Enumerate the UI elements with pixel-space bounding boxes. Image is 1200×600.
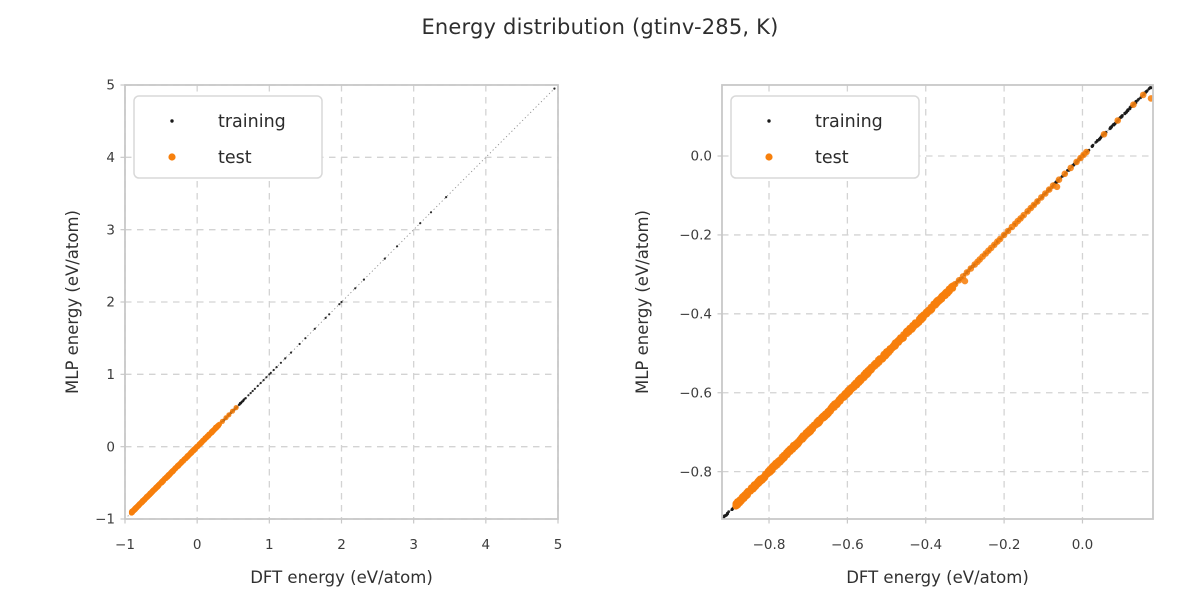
svg-text:4: 4 <box>482 537 491 553</box>
legend-label-training: training <box>815 112 883 132</box>
legend-label-training: training <box>218 112 286 132</box>
y-axis-label: MLP energy (eV/atom) <box>63 210 82 394</box>
svg-text:1: 1 <box>106 367 115 383</box>
svg-text:−1: −1 <box>95 512 115 528</box>
svg-text:2: 2 <box>337 537 346 553</box>
legend: training test <box>730 95 920 179</box>
svg-text:−0.4: −0.4 <box>679 307 712 323</box>
tick-labels: −0.8 −0.6 −0.4 −0.2 0.0 0.0 −0.2 −0.4 −0.6 −0.8 <box>679 149 1093 553</box>
svg-text:3: 3 <box>106 222 115 238</box>
series-test-points <box>732 91 1153 510</box>
svg-text:−0.2: −0.2 <box>679 228 712 244</box>
svg-text:−0.6: −0.6 <box>831 537 864 553</box>
x-axis-label: DFT energy (eV/atom) <box>846 568 1029 587</box>
svg-text:−0.6: −0.6 <box>679 385 712 401</box>
svg-text:5: 5 <box>554 537 563 553</box>
test-marker-dot <box>765 153 773 161</box>
svg-text:3: 3 <box>409 537 418 553</box>
training-marker-dot <box>170 119 174 123</box>
svg-text:0: 0 <box>106 439 115 455</box>
series-test-points <box>128 405 239 516</box>
subplot-right: −0.8 −0.6 −0.4 −0.2 0.0 0.0 −0.2 −0.4 −0.6 −0.8 DF… <box>633 84 1154 587</box>
svg-text:0: 0 <box>193 537 202 553</box>
svg-text:−0.4: −0.4 <box>909 537 942 553</box>
x-axis-label: DFT energy (eV/atom) <box>250 568 433 587</box>
figure-title: Energy distribution (gtinv-285, K) <box>421 15 779 39</box>
svg-text:0.0: 0.0 <box>691 149 712 165</box>
legend: training test <box>133 95 323 179</box>
y-axis-label: MLP energy (eV/atom) <box>633 210 652 394</box>
subplot-left: −1 0 1 2 3 4 5 −1 0 1 2 3 4 5 DFT energy (eV/atom) MLP … <box>63 78 562 587</box>
svg-text:−0.2: −0.2 <box>988 537 1021 553</box>
svg-text:−0.8: −0.8 <box>679 464 712 480</box>
svg-text:0.0: 0.0 <box>1072 537 1093 553</box>
svg-text:−0.8: −0.8 <box>753 537 786 553</box>
test-marker-dot <box>168 153 176 161</box>
svg-text:5: 5 <box>106 78 115 94</box>
svg-text:1: 1 <box>265 537 274 553</box>
axes-frame <box>721 84 1154 520</box>
svg-text:2: 2 <box>106 295 115 311</box>
tick-labels: −1 0 1 2 3 4 5 −1 0 1 2 3 4 5 <box>95 78 562 553</box>
training-marker-dot <box>767 119 771 123</box>
svg-text:−1: −1 <box>115 537 135 553</box>
legend-label-test: test <box>815 148 849 168</box>
svg-text:4: 4 <box>106 150 115 166</box>
legend-label-test: test <box>218 148 252 168</box>
